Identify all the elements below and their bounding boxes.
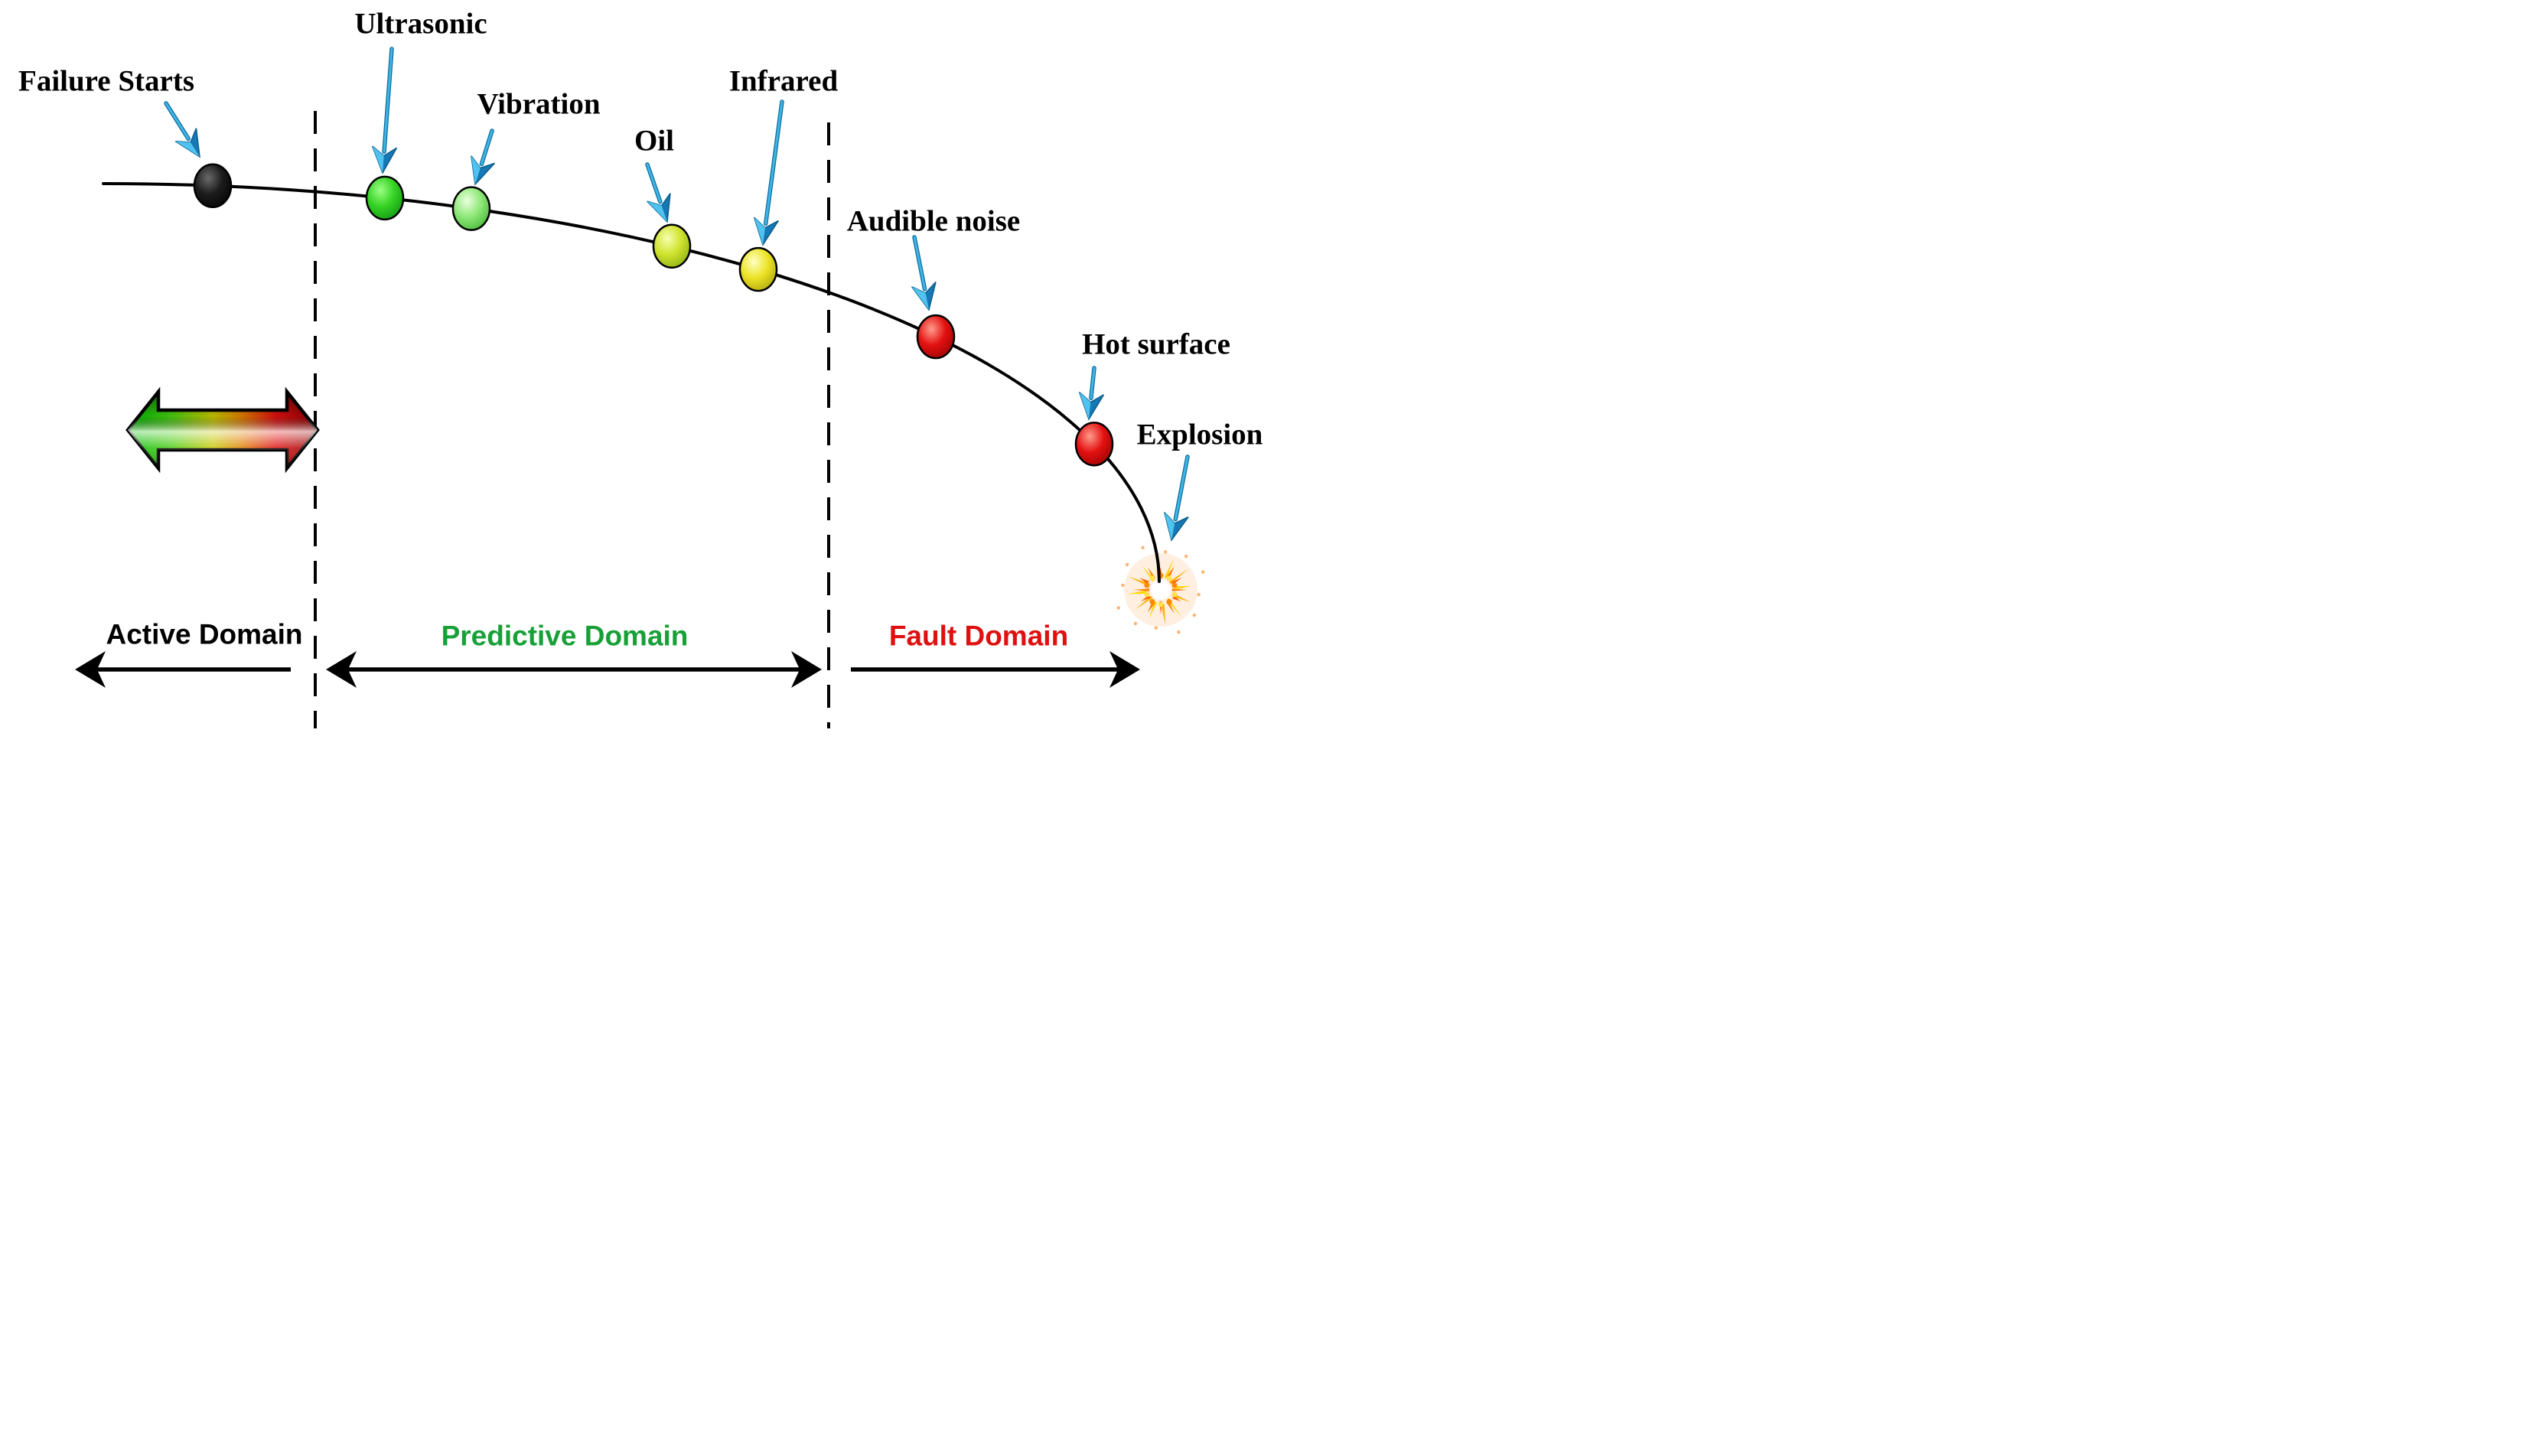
annotation-arrow-explosion-shaft [1174,455,1189,521]
domain-arrow-predictive-left-head [326,651,357,688]
label-vibration: Vibration [477,87,601,121]
annotation-arrow-failure-starts-shaft [165,102,190,140]
explosion-blob [1166,598,1172,604]
explosion-spike [1127,590,1147,594]
domain-separator-lines [314,111,830,728]
explosion-spike [1135,595,1153,610]
explosion-spike [1164,559,1174,579]
annotation-arrow-failure-starts-head-facet [175,141,200,157]
explosion-speck [1184,554,1188,559]
explosion-blob [1166,575,1172,581]
explosion-blob [1171,582,1178,588]
sensor-dot-ultrasonic [365,175,405,221]
domain-arrow-predictive-right-head [791,651,822,688]
explosion-spike [1128,576,1150,587]
explosion-blob [1144,591,1150,598]
explosion-speck [1201,570,1205,574]
sensor-dot-audible-noise [916,314,956,360]
explosion-spike [1149,601,1158,618]
domain-arrow-fault-right-head [1109,651,1140,688]
explosion-core [1151,580,1171,600]
explosion-spike [1133,588,1150,591]
annotation-arrow-vibration-head-facet [471,155,481,184]
severity-arrow-gloss [128,392,318,468]
domain-arrow-active [75,651,291,688]
label-infrared: Infrared [728,64,839,98]
domain-arrow-fault [851,651,1140,688]
explosion-blob [1149,575,1155,581]
annotation-arrow-hot-surface-shaft [1090,366,1096,399]
explosion-speck [1163,550,1168,554]
annotation-arrow-ultrasonic-shaft [383,47,393,153]
annotation-arrow-audible-noise-shaft [913,236,927,291]
annotation-arrow-vibration-shaft [480,129,494,165]
explosion-speck [1141,546,1145,549]
explosion-spike [1139,578,1149,585]
explosion-speck [1125,562,1129,567]
explosion-speck [1154,626,1158,630]
annotation-arrows [164,47,1190,542]
label-failure-starts: Failure Starts [18,64,195,98]
annotation-arrow-oil-head-facet [647,201,667,222]
explosion-speck [1177,630,1181,634]
annotation-arrow-oil-shaft [646,163,662,204]
explosion-burst [1116,546,1205,634]
sensor-dot-vibration [451,186,491,231]
explosion-spike [1161,604,1166,625]
curve-path [102,182,1161,583]
explosion-blob [1158,601,1164,607]
annotation-arrow-ultrasonic-head-facet [372,145,384,173]
domain-arrow-predictive [326,651,822,688]
sensor-dot-infrared [738,246,778,292]
label-predictive-domain: Predictive Domain [441,620,689,652]
explosion-speck [1116,606,1120,610]
label-audible-noise: Audible noise [846,204,1021,238]
label-hot-surface: Hot surface [1082,327,1230,361]
domain-axis-arrows [75,651,1140,688]
annotation-arrow-infrared-head-facet [754,217,765,245]
pf-degradation-diagram: Failure Starts Ultrasonic Vibration Oil Infr… [0,0,1274,728]
explosion-blob [1171,591,1178,598]
explosion-spike [1175,585,1191,590]
sensor-dot-hot-surface [1074,422,1114,467]
annotation-arrow-infrared-shaft [764,100,784,225]
explosion-spike [1166,565,1175,578]
degradation-curve [102,182,1161,583]
annotation-arrow-explosion-head-facet [1164,512,1175,540]
diagram-canvas [75,47,1205,728]
explosion-spike [1168,568,1189,585]
explosion-speck [1192,613,1197,617]
domain-arrow-active-left-head [75,651,106,688]
label-oil: Oil [634,124,675,158]
explosion-blob [1144,582,1150,588]
sensor-dots [193,163,1114,467]
explosion-speck [1197,592,1201,597]
annotation-arrow-hot-surface-head-facet [1079,392,1091,419]
explosion-spike [1148,601,1155,613]
label-ultrasonic: Ultrasonic [354,7,487,41]
annotation-arrow-audible-noise-head-facet [911,286,929,310]
explosion-blob [1149,598,1155,604]
label-active-domain: Active Domain [106,618,303,650]
severity-gradient-arrow [125,386,320,474]
sensor-dot-failure-starts [193,163,233,209]
label-explosion: Explosion [1136,418,1263,451]
explosion-speck [1133,621,1138,626]
label-fault-domain: Fault Domain [888,620,1069,652]
explosion-speck [1121,583,1125,588]
sensor-dot-oil [652,223,692,269]
